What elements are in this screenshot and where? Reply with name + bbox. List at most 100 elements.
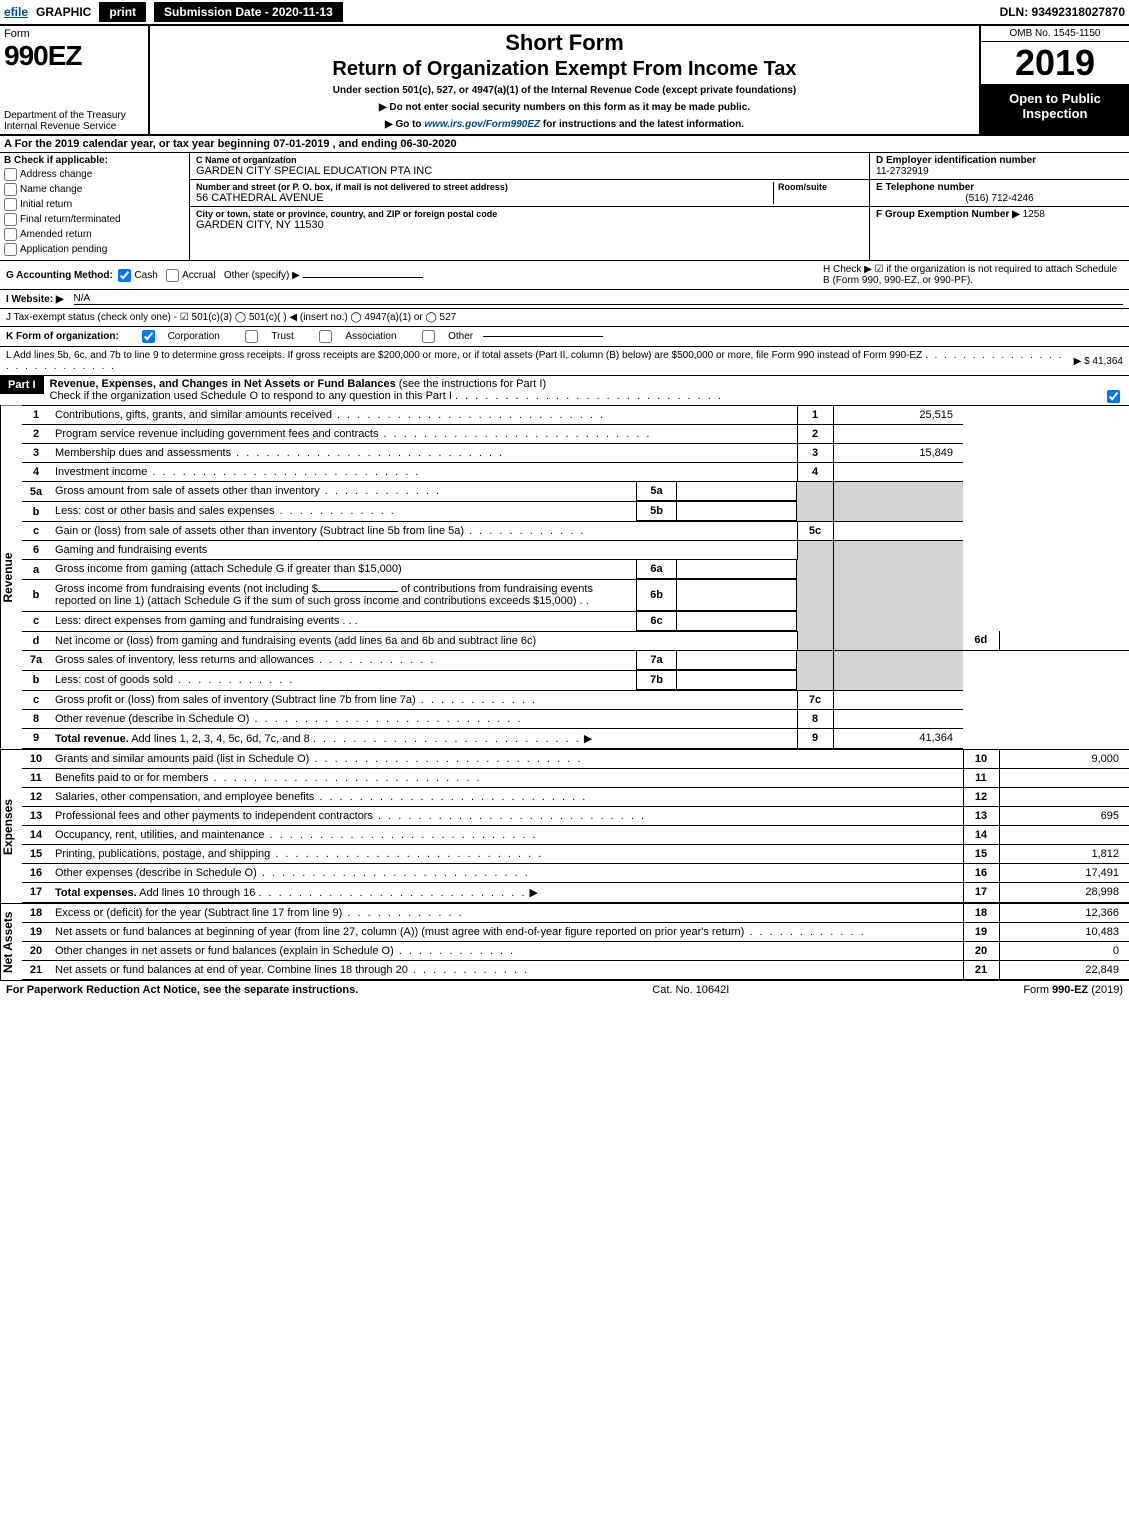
d-ein-value: 11-2732919	[876, 166, 1123, 177]
checkbox-address-change[interactable]	[4, 168, 17, 181]
l-text: L Add lines 5b, 6c, and 7b to line 9 to …	[6, 350, 1064, 372]
row-a-tax-year: A For the 2019 calendar year, or tax yea…	[0, 136, 1129, 153]
footer-paperwork: For Paperwork Reduction Act Notice, see …	[6, 984, 358, 996]
checkbox-schedule-o[interactable]	[1107, 390, 1120, 403]
submission-date-button[interactable]: Submission Date - 2020-11-13	[154, 2, 343, 22]
irs-label: Internal Revenue Service	[4, 121, 144, 132]
e-phone-label: E Telephone number	[876, 182, 1123, 193]
line-2: 2Program service revenue including gover…	[22, 425, 1129, 444]
check-name-change[interactable]: Name change	[4, 183, 185, 196]
page-footer: For Paperwork Reduction Act Notice, see …	[0, 981, 1129, 999]
dln-label: DLN: 93492318027870	[1000, 5, 1125, 19]
box-b: B Check if applicable: Address change Na…	[0, 153, 190, 260]
trust-label: Trust	[271, 331, 293, 342]
street-label: Number and street (or P. O. box, if mail…	[196, 182, 773, 192]
under-section-text: Under section 501(c), 527, or 4947(a)(1)…	[158, 85, 971, 96]
title-return: Return of Organization Exempt From Incom…	[158, 58, 971, 81]
e-phone-value: (516) 712-4246	[876, 193, 1123, 204]
checkbox-name-change[interactable]	[4, 183, 17, 196]
line-19: 19Net assets or fund balances at beginni…	[22, 922, 1129, 941]
line-9: 9Total revenue. Add lines 1, 2, 3, 4, 5c…	[22, 728, 1129, 748]
checkbox-accrual[interactable]	[166, 269, 179, 282]
line-15: 15Printing, publications, postage, and s…	[22, 844, 1129, 863]
header-left: Form 990EZ Department of the Treasury In…	[0, 26, 150, 134]
part-i-tag: Part I	[0, 376, 44, 394]
checkbox-trust[interactable]	[245, 330, 258, 343]
form-header: Form 990EZ Department of the Treasury In…	[0, 26, 1129, 136]
box-b-header: B Check if applicable:	[4, 155, 185, 166]
check-address-change[interactable]: Address change	[4, 168, 185, 181]
footer-cat-no: Cat. No. 10642I	[652, 984, 729, 996]
k-label: K Form of organization:	[6, 331, 119, 342]
accrual-label: Accrual	[182, 270, 215, 281]
part-i-header: Part I Revenue, Expenses, and Changes in…	[0, 376, 1129, 406]
revenue-section: Revenue 1Contributions, gifts, grants, a…	[0, 406, 1129, 750]
expenses-table: 10Grants and similar amounts paid (list …	[22, 750, 1129, 903]
street-value: 56 CATHEDRAL AVENUE	[196, 192, 773, 204]
line-20: 20Other changes in net assets or fund ba…	[22, 941, 1129, 960]
form-number: 990EZ	[4, 40, 144, 72]
check-application-pending[interactable]: Application pending	[4, 243, 185, 256]
corp-label: Corporation	[168, 331, 220, 342]
row-k: K Form of organization: Corporation Trus…	[0, 327, 1129, 347]
print-button[interactable]: print	[99, 2, 146, 22]
line-10: 10Grants and similar amounts paid (list …	[22, 750, 1129, 769]
line-4: 4Investment income4	[22, 463, 1129, 482]
box-def: D Employer identification number 11-2732…	[869, 153, 1129, 260]
line-16: 16Other expenses (describe in Schedule O…	[22, 863, 1129, 882]
check-final-return[interactable]: Final return/terminated	[4, 213, 185, 226]
line-8: 8Other revenue (describe in Schedule O)8	[22, 709, 1129, 728]
check-initial-return[interactable]: Initial return	[4, 198, 185, 211]
open-public-badge: Open to Public Inspection	[981, 85, 1129, 134]
omb-number: OMB No. 1545-1150	[981, 26, 1129, 42]
city-label: City or town, state or province, country…	[196, 209, 863, 219]
line-21: 21Net assets or fund balances at end of …	[22, 960, 1129, 979]
row-l: L Add lines 5b, 6c, and 7b to line 9 to …	[0, 347, 1129, 376]
expenses-section: Expenses 10Grants and similar amounts pa…	[0, 750, 1129, 904]
i-website-label: I Website: ▶	[6, 294, 64, 305]
checkbox-association[interactable]	[319, 330, 332, 343]
part-i-see: (see the instructions for Part I)	[399, 378, 546, 390]
row-g-h: G Accounting Method: Cash Accrual Other …	[0, 261, 1129, 290]
row-i: I Website: ▶ N/A	[0, 290, 1129, 309]
row-j: J Tax-exempt status (check only one) - ☑…	[0, 309, 1129, 327]
line-1: 1Contributions, gifts, grants, and simil…	[22, 406, 1129, 425]
checkbox-final-return[interactable]	[4, 213, 17, 226]
checkbox-application-pending[interactable]	[4, 243, 17, 256]
irs-link[interactable]: www.irs.gov/Form990EZ	[424, 119, 540, 130]
g-label: G Accounting Method:	[6, 270, 113, 281]
tax-year: 2019	[981, 42, 1129, 85]
form-word: Form	[4, 28, 144, 40]
side-label-expenses: Expenses	[0, 750, 22, 903]
c-name-label: C Name of organization	[196, 155, 863, 165]
checkbox-other-org[interactable]	[422, 330, 435, 343]
checkbox-amended-return[interactable]	[4, 228, 17, 241]
city-value: GARDEN CITY, NY 11530	[196, 219, 863, 231]
net-assets-section: Net Assets 18Excess or (deficit) for the…	[0, 904, 1129, 981]
revenue-table: 1Contributions, gifts, grants, and simil…	[22, 406, 1129, 749]
part-i-check-text: Check if the organization used Schedule …	[50, 390, 452, 402]
other-specify-line	[303, 277, 423, 278]
no-ssn-text: ▶ Do not enter social security numbers o…	[158, 102, 971, 113]
side-label-net-assets: Net Assets	[0, 904, 22, 980]
line-14: 14Occupancy, rent, utilities, and mainte…	[22, 825, 1129, 844]
line-12: 12Salaries, other compensation, and empl…	[22, 787, 1129, 806]
top-bar: efile GRAPHIC print Submission Date - 20…	[0, 0, 1129, 26]
line-3: 3Membership dues and assessments315,849	[22, 444, 1129, 463]
graphic-label: GRAPHIC	[36, 5, 91, 19]
check-amended-return[interactable]: Amended return	[4, 228, 185, 241]
checkbox-corporation[interactable]	[142, 330, 155, 343]
line-6: 6Gaming and fundraising events	[22, 541, 1129, 560]
side-label-revenue: Revenue	[0, 406, 22, 749]
room-label: Room/suite	[778, 182, 863, 192]
header-right: OMB No. 1545-1150 2019 Open to Public In…	[979, 26, 1129, 134]
other-org-line	[483, 336, 603, 337]
j-tax-exempt-text: J Tax-exempt status (check only one) - ☑…	[6, 312, 456, 323]
f-group-label: F Group Exemption Number ▶	[876, 209, 1020, 220]
checkbox-initial-return[interactable]	[4, 198, 17, 211]
efile-link[interactable]: efile	[4, 5, 28, 19]
checkbox-cash[interactable]	[118, 269, 131, 282]
c-name-value: GARDEN CITY SPECIAL EDUCATION PTA INC	[196, 165, 863, 177]
line-7c: cGross profit or (loss) from sales of in…	[22, 690, 1129, 709]
other-specify-label: Other (specify) ▶	[224, 270, 300, 281]
